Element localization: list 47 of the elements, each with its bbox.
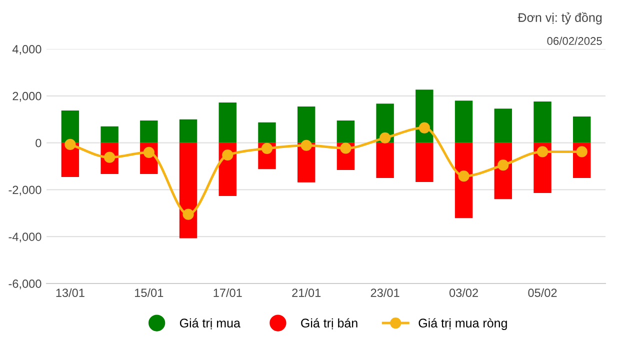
legend-label: Giá trị mua <box>180 318 240 330</box>
legend-label: Giá trị bán <box>301 318 358 330</box>
bar <box>454 142 473 218</box>
point <box>576 146 588 158</box>
point <box>64 138 76 150</box>
point <box>458 170 470 182</box>
point <box>222 149 234 161</box>
bar <box>573 116 591 143</box>
y-tick-label: 4,000 <box>12 45 42 55</box>
bar <box>140 120 158 143</box>
x-tick-label: 21/01 <box>292 288 321 298</box>
x-tick-label: 17/01 <box>214 288 242 298</box>
bar <box>100 126 118 143</box>
bar <box>61 110 80 143</box>
bar <box>454 100 473 143</box>
x-tick-label: 13/01 <box>56 288 84 298</box>
point <box>340 142 352 154</box>
bar <box>218 102 236 143</box>
x-tick-label: 23/01 <box>370 288 400 298</box>
x-tick-label: 03/02 <box>449 288 478 298</box>
bar <box>416 142 434 182</box>
point <box>143 146 154 158</box>
chart-subtitle: 06/02/2025 <box>547 36 602 45</box>
y-tick-label: 2,000 <box>12 92 42 102</box>
point <box>418 122 430 134</box>
x-tick-label: 05/02 <box>528 288 557 298</box>
bar <box>258 122 276 143</box>
bar <box>336 120 355 143</box>
bar <box>179 142 198 238</box>
bar <box>534 102 552 143</box>
y-tick-label: -4,000 <box>8 232 42 242</box>
chart-title: Đơn vị: tỷ đồng <box>518 12 602 24</box>
point <box>536 146 548 158</box>
bar <box>179 119 198 143</box>
point <box>498 160 509 171</box>
legend-label: Giá trị mua ròng <box>418 318 507 330</box>
point <box>182 208 194 220</box>
y-tick-label: 0 <box>36 138 42 148</box>
y-tick-label: -6,000 <box>8 280 42 290</box>
x-tick-label: 15/01 <box>135 288 164 298</box>
bar <box>297 106 316 143</box>
point <box>261 142 273 154</box>
point <box>300 140 312 151</box>
point <box>380 132 391 144</box>
bar <box>494 108 512 143</box>
y-tick-label: -2,000 <box>8 186 42 196</box>
bar <box>376 142 394 178</box>
